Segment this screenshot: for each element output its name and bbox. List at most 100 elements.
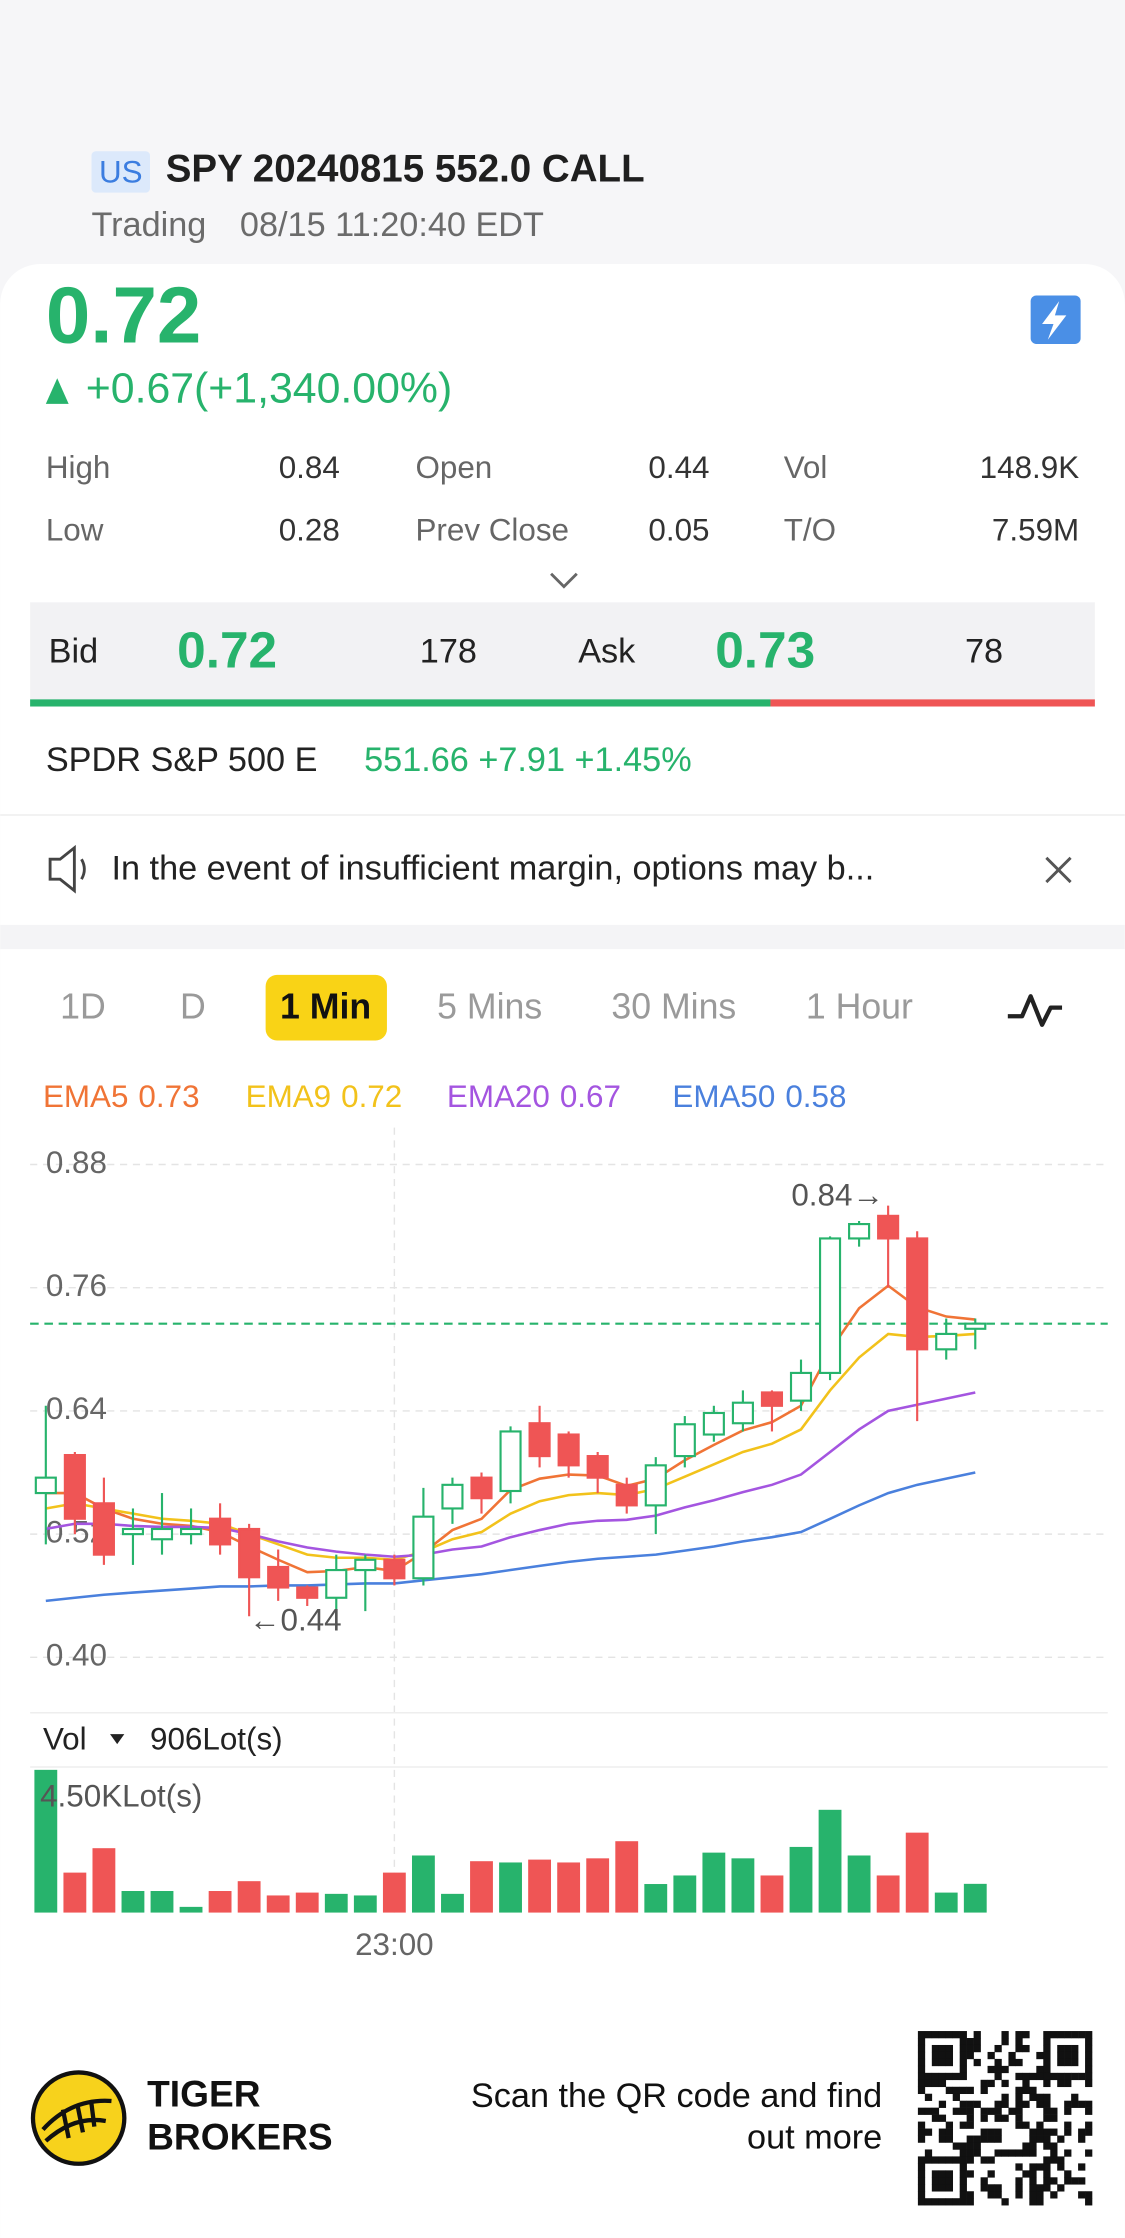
qr-module [1029, 2072, 1037, 2081]
qr-module [1043, 2177, 1051, 2185]
qr-module [980, 2135, 988, 2143]
candle-body [92, 1502, 115, 1556]
qr-module [1050, 2114, 1058, 2122]
qr-module [973, 2038, 981, 2046]
expand-chevron[interactable] [550, 572, 578, 589]
qr-module [1085, 2058, 1093, 2067]
volume-bar [528, 1859, 552, 1913]
qr-module [966, 2191, 974, 2199]
stat-label: Open [415, 450, 492, 485]
qr-module [1015, 2184, 1023, 2192]
qr-module [1036, 2051, 1044, 2060]
qr-module [980, 2184, 988, 2192]
high-annotation: 0.84→ [791, 1177, 884, 1212]
qr-module [987, 2128, 995, 2136]
qr-module [1029, 2086, 1037, 2095]
qr-module [924, 2156, 933, 2164]
timeframe-tab[interactable]: 30 Mins [611, 987, 736, 1027]
volume-dropdown[interactable] [110, 1734, 125, 1745]
qr-module [1001, 2100, 1009, 2108]
qr-module [1015, 2044, 1023, 2053]
qr-module [1015, 2093, 1023, 2101]
indicator-button[interactable] [1007, 994, 1063, 1027]
qr-module [959, 2184, 967, 2192]
stat-label: Prev Close [415, 513, 569, 548]
qr-module [1029, 2191, 1037, 2199]
qr-module [1001, 2031, 1009, 2039]
qr-module [959, 2031, 967, 2039]
qr-module [966, 2044, 974, 2053]
candle-body [935, 1332, 958, 1351]
qr-module [1022, 2044, 1030, 2053]
lightning-icon [1042, 301, 1067, 340]
qr-module [1008, 2107, 1016, 2115]
qr-module [1064, 2058, 1072, 2067]
volume-bar [963, 1883, 987, 1913]
speaker-icon [48, 844, 86, 894]
qr-module [1078, 2135, 1086, 2143]
qr-module [938, 2170, 947, 2178]
underlying-name: SPDR S&P 500 E [46, 741, 318, 779]
qr-module [1029, 2093, 1037, 2101]
qr-module [952, 2142, 960, 2150]
volume-bar [179, 1906, 203, 1913]
timeframe-tab[interactable]: 5 Mins [437, 987, 542, 1027]
qr-module [980, 2177, 988, 2185]
qr-module [1015, 2107, 1023, 2115]
qr-module [966, 2121, 974, 2129]
timeframe-tabs: 1D D 1 Min 5 Mins 30 Mins 1 Hour [60, 974, 913, 1041]
qr-module [980, 2079, 988, 2088]
volume-bar [441, 1893, 464, 1913]
qr-module [994, 2114, 1002, 2122]
qr-module [1022, 2142, 1030, 2150]
qr-module [1043, 2156, 1051, 2164]
qr-module [945, 2198, 954, 2206]
timeframe-tab[interactable]: 1 Hour [806, 987, 913, 1027]
qr-module [1029, 2149, 1037, 2157]
qr-module [931, 2184, 940, 2192]
volume-bar [150, 1891, 174, 1913]
qr-module [1043, 2058, 1051, 2067]
timestamp: 08/15 11:20:40 EDT [240, 206, 544, 244]
up-arrow [45, 378, 69, 404]
qr-module [987, 2184, 995, 2192]
candle-body [848, 1222, 871, 1240]
close-notice[interactable] [1045, 856, 1072, 884]
timeframe-tab[interactable]: 1D [60, 987, 106, 1027]
candle-body [267, 1565, 290, 1589]
qr-module [938, 2135, 947, 2143]
qr-module [1043, 2135, 1051, 2143]
qr-module [1029, 2128, 1037, 2136]
qr-module [980, 2128, 988, 2136]
qr-module [938, 2100, 947, 2108]
qr-module [1085, 2031, 1093, 2039]
qr-module [987, 2191, 995, 2199]
qr-module [931, 2198, 940, 2206]
qr-module [987, 2135, 995, 2143]
qr-module [1015, 2121, 1023, 2129]
qr-module [931, 2044, 940, 2053]
qr-module [1036, 2184, 1044, 2192]
qr-module [1043, 2114, 1051, 2122]
qr-module [966, 2051, 974, 2060]
qr-module [931, 2170, 940, 2178]
volume-bar [760, 1875, 784, 1913]
qr-module [945, 2135, 954, 2143]
qr-module [1015, 2058, 1023, 2067]
qr-module [1036, 2100, 1044, 2108]
qr-module [966, 2156, 974, 2164]
qr-module [1085, 2128, 1093, 2136]
qr-module [1043, 2163, 1051, 2171]
qr-module [1064, 2044, 1072, 2053]
qr-module [987, 2107, 995, 2115]
qr-module [973, 2100, 981, 2108]
qr-module [945, 2051, 954, 2060]
low-annotation: ←0.44 [249, 1602, 341, 1637]
qr-module [931, 2031, 940, 2039]
bid-price: 0.72 [177, 620, 277, 678]
timeframe-tab[interactable]: D [180, 987, 206, 1027]
qr-module [1057, 2163, 1065, 2171]
timeframe-tab[interactable]: 1 Min [280, 987, 371, 1027]
qr-module [924, 2031, 933, 2039]
